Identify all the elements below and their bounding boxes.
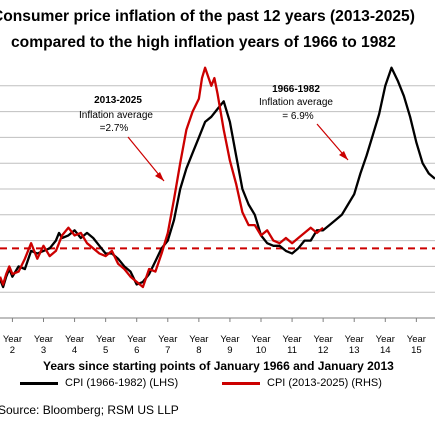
x-tick-label-top: Year: [65, 334, 84, 345]
annotation-2013-arrowhead: [155, 172, 164, 181]
x-tick-label-bottom: 6: [134, 345, 139, 356]
series-layer: [0, 66, 435, 289]
series-line-cpi-2013-2025: [0, 66, 324, 289]
legend-swatch-1966: [20, 381, 58, 385]
x-tick-label-bottom: 14: [380, 345, 391, 356]
legend-label-2013: CPI (2013-2025) (RHS): [267, 377, 382, 389]
x-tick-label-bottom: 9: [227, 345, 232, 356]
x-tick-label-top: Year: [345, 334, 364, 345]
x-tick-label-top: Year: [376, 334, 395, 345]
annotation-2013: 2013-2025 Inflation average =2.7%: [79, 95, 165, 182]
x-tick-label-bottom: 10: [256, 345, 267, 356]
annotation-1966-line2: = 6.9%: [282, 111, 314, 122]
annotation-2013-line2: =2.7%: [100, 123, 129, 134]
chart-title-line2: compared to the high inflation years of …: [11, 34, 396, 51]
x-tick-label-bottom: 8: [196, 345, 201, 356]
x-tick-label-bottom: 11: [287, 345, 297, 356]
x-tick-label-top: Year: [3, 334, 22, 345]
x-tick-label-top: Year: [251, 334, 270, 345]
source-note: Source: Bloomberg; RSM US LLP: [0, 403, 179, 417]
annotation-2013-line1: Inflation average: [79, 110, 153, 121]
x-tick-label-bottom: 2: [10, 345, 15, 356]
annotation-1966-arrowhead: [339, 151, 348, 160]
x-tick-label-bottom: 12: [318, 345, 329, 356]
x-tick-label-bottom: 4: [72, 345, 77, 356]
x-tick-label-bottom: 13: [349, 345, 360, 356]
x-tick-label-bottom: 7: [165, 345, 170, 356]
legend-swatch-2013: [222, 381, 260, 385]
x-tick-label-bottom: 5: [103, 345, 108, 356]
x-tick-label-top: Year: [127, 334, 146, 345]
legend-item-2013: CPI (2013-2025) (RHS): [222, 377, 382, 389]
x-tick-label-top: Year: [314, 334, 333, 345]
x-tick-label-bottom: 3: [41, 345, 46, 356]
x-tick-label-top: Year: [189, 334, 208, 345]
x-tick-label-top: Year: [220, 334, 239, 345]
series-line-cpi-1966-1982: [0, 66, 435, 289]
legend: CPI (1966-1982) (LHS) CPI (2013-2025) (R…: [0, 377, 435, 393]
gridlines: [0, 85, 435, 293]
x-axis-title: Years since starting points of January 1…: [43, 359, 394, 373]
x-tick-label-top: Year: [34, 334, 53, 345]
legend-label-1966: CPI (1966-1982) (LHS): [65, 377, 179, 389]
x-tick-label-top: Year: [407, 334, 426, 345]
x-tick-label-top: Year: [282, 334, 301, 345]
legend-item-1966: CPI (1966-1982) (LHS): [20, 377, 178, 389]
x-tick-label-top: Year: [96, 334, 115, 345]
x-axis: Year2Year3Year4Year5Year6Year7Year8Year9…: [0, 317, 435, 356]
annotation-2013-title: 2013-2025: [94, 95, 142, 106]
annotation-1966-title: 1966-1982: [272, 84, 320, 95]
x-tick-label-bottom: 15: [411, 345, 422, 356]
chart-title-line1: Consumer price inflation of the past 12 …: [0, 8, 415, 25]
annotation-1966: 1966-1982 Inflation average = 6.9%: [259, 84, 349, 161]
x-tick-label-top: Year: [158, 334, 177, 345]
annotation-1966-line1: Inflation average: [259, 97, 333, 108]
